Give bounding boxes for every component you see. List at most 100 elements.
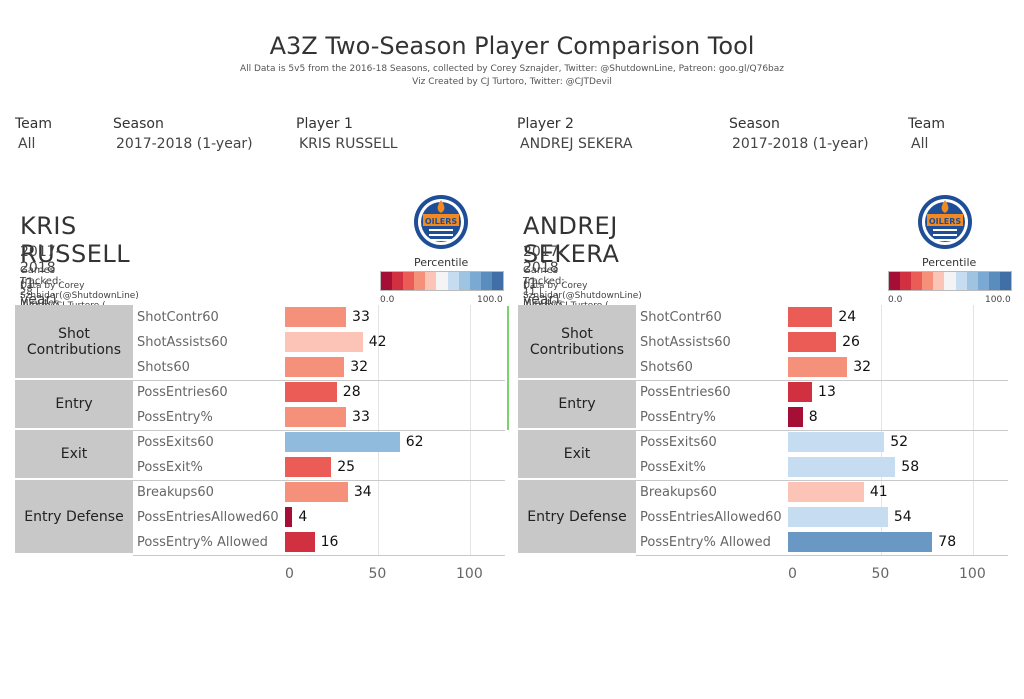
legend-swatch	[447, 272, 459, 290]
bar-value-label: 33	[352, 309, 370, 325]
metric-label: PossEntry% Allowed	[640, 535, 771, 550]
filter-season-1-label: Season	[113, 116, 164, 132]
bar-mark[interactable]	[285, 432, 400, 452]
row-separator	[636, 555, 1008, 556]
page-subtitle: All Data is 5v5 from the 2016-18 Seasons…	[239, 64, 785, 74]
bar-mark[interactable]	[285, 332, 363, 352]
axis-tick-label: 0	[285, 566, 294, 582]
bar-mark[interactable]	[285, 457, 332, 477]
metric-label: PossEntriesAllowed60	[640, 510, 782, 525]
bar-mark[interactable]	[285, 532, 315, 552]
axis-tick-label: 100	[959, 566, 986, 582]
metric-label: ShotAssists60	[137, 335, 228, 350]
bar-mark[interactable]	[285, 482, 348, 502]
legend-swatch	[933, 272, 945, 290]
axis-tick-label: 50	[368, 566, 387, 582]
axis-tick-label: 100	[456, 566, 483, 582]
legend-swatch	[392, 272, 404, 290]
percentile-legend-bar	[380, 271, 504, 291]
metric-label: PossEntries60	[640, 385, 731, 400]
metric-label: PossEntries60	[137, 385, 228, 400]
bar-mark[interactable]	[788, 332, 837, 352]
legend-title: Percentile	[922, 256, 977, 269]
filter-season-1-value[interactable]: 2017-2018 (1-year)	[116, 136, 253, 152]
row-separator	[636, 380, 1008, 381]
legend-swatch	[491, 272, 504, 290]
metric-label: Breakups60	[137, 485, 214, 500]
page-title: A3Z Two-Season Player Comparison Tool	[269, 32, 755, 60]
legend-swatch	[469, 272, 481, 290]
legend-swatch	[977, 272, 989, 290]
filter-team-1-value[interactable]: All	[18, 136, 36, 152]
bar-value-label: 32	[350, 359, 369, 375]
legend-swatch	[900, 272, 912, 290]
player-name: KRIS RUSSELL	[20, 212, 131, 268]
bar-mark[interactable]	[285, 357, 345, 377]
category-label: Shot Contributions	[26, 325, 122, 358]
metric-label: PossExits60	[137, 435, 214, 450]
bar-value-label: 62	[405, 434, 424, 450]
bar-mark[interactable]	[788, 457, 896, 477]
bar-mark[interactable]	[285, 307, 347, 327]
legend-swatch	[414, 272, 426, 290]
filter-player-1-label: Player 1	[296, 116, 353, 132]
metric-label: ShotContr60	[640, 310, 722, 325]
legend-swatch	[955, 272, 967, 290]
legend-max-label: 100.0	[985, 295, 1011, 305]
metric-label: ShotContr60	[137, 310, 219, 325]
bar-mark[interactable]	[788, 382, 813, 402]
bar-value-label: 26	[842, 334, 860, 350]
bar-mark[interactable]	[285, 507, 293, 527]
metric-label: PossExit%	[640, 460, 706, 475]
axis-tick-label: 50	[871, 566, 890, 582]
bar-mark[interactable]	[788, 532, 933, 552]
metric-label: PossExits60	[640, 435, 717, 450]
filter-season-2-value[interactable]: 2017-2018 (1-year)	[732, 136, 869, 152]
bar-mark[interactable]	[285, 407, 347, 427]
legend-swatch	[911, 272, 923, 290]
bar-mark[interactable]	[788, 357, 848, 377]
bar-value-label: 52	[890, 434, 909, 450]
metric-label: PossEntry%	[137, 410, 213, 425]
legend-swatch	[922, 272, 934, 290]
legend-swatch	[988, 272, 1000, 290]
row-separator	[133, 555, 505, 556]
row-separator	[133, 480, 505, 481]
bar-mark[interactable]	[788, 407, 803, 427]
bar-value-label: 42	[368, 334, 387, 350]
axis-tick-label: 0	[788, 566, 797, 582]
legend-swatch	[458, 272, 470, 290]
legend-min-label: 0.0	[888, 295, 903, 305]
legend-swatch	[480, 272, 492, 290]
legend-min-label: 0.0	[380, 295, 395, 305]
bar-mark[interactable]	[788, 432, 885, 452]
filter-player-1-value[interactable]: KRIS RUSSELL	[299, 136, 398, 152]
category-exit: Exit	[15, 430, 133, 480]
bar-value-label: 78	[938, 534, 957, 550]
bar-mark[interactable]	[788, 307, 833, 327]
legend-swatch	[381, 272, 393, 290]
metric-label: Shots60	[137, 360, 190, 375]
bar-value-label: 16	[320, 534, 339, 550]
team-logo-icon: OILERS	[413, 194, 469, 250]
bar-mark[interactable]	[285, 382, 337, 402]
filter-season-2-label: Season	[729, 116, 780, 132]
category-entry: Entry	[518, 380, 636, 430]
metric-label: Breakups60	[640, 485, 717, 500]
legend-max-label: 100.0	[477, 295, 503, 305]
page-credit: Viz Created by CJ Turtoro, Twitter: @CJT…	[412, 77, 612, 87]
bar-mark[interactable]	[788, 507, 888, 527]
percentile-legend-bar	[888, 271, 1012, 291]
legend-swatch	[425, 272, 437, 290]
category-entry-defense: Entry Defense	[518, 480, 636, 555]
bar-value-label: 33	[352, 409, 370, 425]
bar-value-label: 4	[298, 509, 308, 525]
filter-team-2-value[interactable]: All	[911, 136, 929, 152]
bar-value-label: 25	[337, 459, 356, 475]
filter-player-2-value[interactable]: ANDREJ SEKERA	[520, 136, 633, 152]
bar-value-label: 41	[869, 484, 888, 500]
category-shot-contributions: Shot Contributions	[15, 305, 133, 380]
category-exit: Exit	[518, 430, 636, 480]
category-label: Entry	[558, 396, 596, 412]
bar-mark[interactable]	[788, 482, 864, 502]
